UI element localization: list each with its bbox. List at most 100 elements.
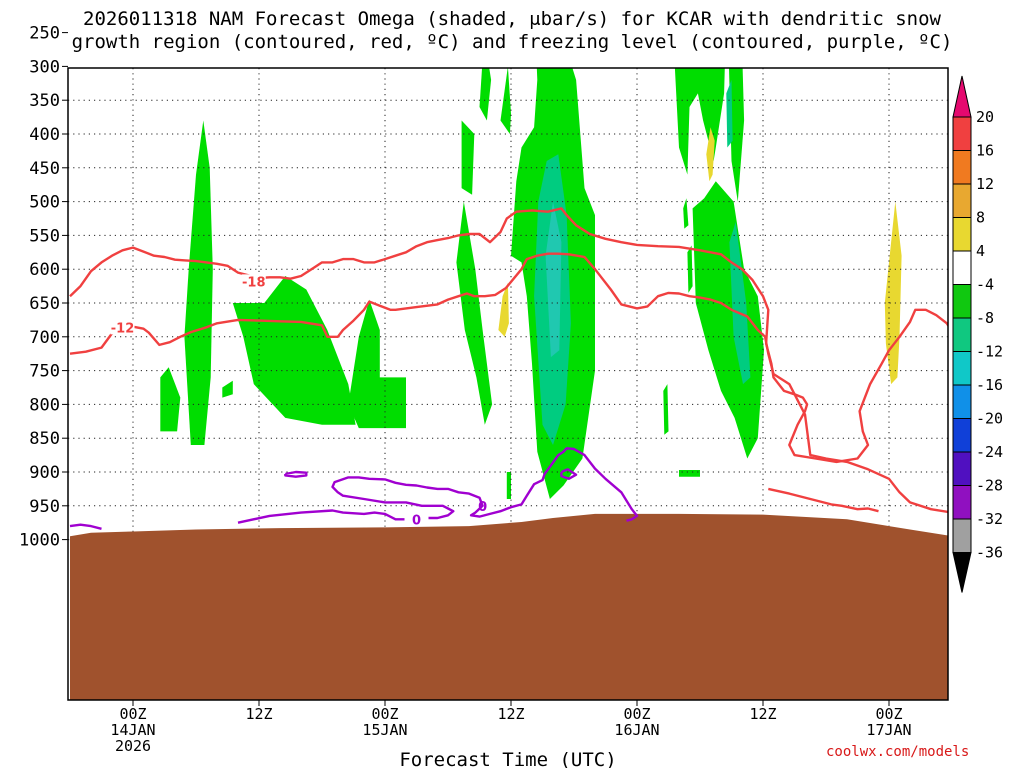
omega-region-12 bbox=[728, 68, 745, 202]
y-tick-label-650: 650 bbox=[29, 294, 60, 314]
credit-text: coolwx.com/models bbox=[826, 744, 970, 760]
omega-region-4 bbox=[222, 380, 233, 398]
colorbar-box-11 bbox=[952, 485, 972, 520]
contour-label-4: 0 bbox=[412, 513, 421, 528]
contour-label-1: -12 bbox=[111, 321, 135, 336]
y-tick-label-300: 300 bbox=[29, 57, 60, 77]
contour-label-0: -18 bbox=[242, 275, 266, 290]
chart-title-line-2: growth region (contoured, red, ºC) and f… bbox=[71, 31, 953, 53]
colorbar-top-arrow bbox=[952, 75, 972, 118]
x-tick-label-78-0: 00Z bbox=[875, 705, 902, 723]
colorbar-label-7: -12 bbox=[976, 343, 1003, 361]
colorbar-box-7 bbox=[952, 351, 972, 386]
y-tick-label-950: 950 bbox=[29, 497, 60, 517]
colorbar-label-2: 12 bbox=[976, 175, 994, 193]
colorbar-box-9 bbox=[952, 418, 972, 453]
contour-label-bg-0 bbox=[241, 274, 266, 289]
freezing-contour-3 bbox=[69, 523, 102, 530]
dgz-contour-0 bbox=[69, 207, 948, 464]
colorbar-box-6 bbox=[952, 317, 972, 352]
x-tick-label-54-1: 16JAN bbox=[614, 721, 659, 739]
colorbar-label-1: 16 bbox=[976, 142, 994, 160]
y-tick-label-850: 850 bbox=[29, 429, 60, 449]
omega-region-3 bbox=[160, 367, 181, 432]
colorbar-label-10: -24 bbox=[976, 443, 1003, 461]
omega-region-6 bbox=[461, 120, 475, 195]
plot-frame bbox=[67, 67, 949, 701]
colorbar-label-13: -36 bbox=[976, 544, 1003, 562]
y-tick-label-700: 700 bbox=[29, 328, 60, 348]
colorbar-label-3: 8 bbox=[976, 209, 985, 227]
colorbar-label-6: -8 bbox=[976, 309, 994, 327]
omega-region-10 bbox=[506, 472, 511, 499]
colorbar-label-4: 4 bbox=[976, 242, 985, 260]
omega-region-22 bbox=[498, 282, 509, 337]
y-tick-label-450: 450 bbox=[29, 159, 60, 179]
omega-region-7 bbox=[479, 68, 492, 121]
y-tick-label-500: 500 bbox=[29, 193, 60, 213]
x-axis-title: Forecast Time (UTC) bbox=[399, 749, 616, 768]
omega-region-15 bbox=[687, 245, 693, 293]
colorbar-box-12 bbox=[952, 518, 972, 553]
omega-region-1 bbox=[232, 276, 356, 425]
omega-region-21 bbox=[545, 201, 562, 358]
x-tick-label-30-1: 15JAN bbox=[362, 721, 407, 739]
y-tick-label-800: 800 bbox=[29, 395, 60, 415]
y-tick-label-900: 900 bbox=[29, 463, 60, 483]
colorbar-box-0 bbox=[952, 116, 972, 151]
contour-label-bg-4 bbox=[404, 512, 429, 527]
omega-region-5 bbox=[456, 201, 493, 425]
y-tick-label-400: 400 bbox=[29, 125, 60, 145]
freezing-contour-6 bbox=[560, 468, 578, 480]
colorbar-box-3 bbox=[952, 217, 972, 252]
colorbar-box-2 bbox=[952, 183, 972, 218]
x-tick-label-6-0: 00Z bbox=[119, 705, 146, 723]
x-tick-label-6-2: 2026 bbox=[115, 737, 151, 755]
colorbar-box-10 bbox=[952, 451, 972, 486]
x-tick-label-42-0: 12Z bbox=[497, 705, 524, 723]
omega-region-13 bbox=[692, 181, 764, 459]
x-tick-label-54-0: 00Z bbox=[623, 705, 650, 723]
colorbar-box-5 bbox=[952, 284, 972, 319]
colorbar-box-1 bbox=[952, 150, 972, 185]
freezing-contour-4 bbox=[237, 447, 639, 524]
terrain bbox=[70, 513, 948, 700]
omega-region-11 bbox=[674, 68, 725, 175]
y-tick-label-350: 350 bbox=[29, 91, 60, 111]
colorbar-label-11: -28 bbox=[976, 477, 1003, 495]
x-tick-label-18-0: 12Z bbox=[245, 705, 272, 723]
colorbar-bottom-arrow bbox=[952, 552, 972, 593]
dgz-contour-2 bbox=[768, 487, 879, 513]
colorbar-label-0: 20 bbox=[976, 108, 994, 126]
colorbar-box-4 bbox=[952, 250, 972, 285]
omega-region-24 bbox=[884, 201, 902, 385]
colorbar-box-8 bbox=[952, 384, 972, 419]
omega-region-14 bbox=[683, 198, 689, 229]
omega-region-20 bbox=[726, 79, 733, 148]
chart-title: 2026011318 NAM Forecast Omega (shaded, μ… bbox=[0, 8, 1024, 54]
colorbar-label-5: -4 bbox=[976, 276, 994, 294]
colorbar-label-8: -16 bbox=[976, 376, 1003, 394]
freezing-contour-5 bbox=[284, 470, 308, 478]
y-tick-label-250: 250 bbox=[29, 24, 60, 44]
dgz-contour-1 bbox=[69, 252, 948, 514]
colorbar-label-12: -32 bbox=[976, 510, 1003, 528]
x-tick-label-6-1: 14JAN bbox=[110, 721, 155, 739]
contour-label-bg-1 bbox=[110, 320, 135, 335]
y-tick-label-750: 750 bbox=[29, 362, 60, 382]
x-tick-label-30-0: 00Z bbox=[371, 705, 398, 723]
chart-title-line-1: 2026011318 NAM Forecast Omega (shaded, μ… bbox=[83, 8, 941, 30]
omega-region-17 bbox=[679, 470, 700, 477]
y-tick-label-600: 600 bbox=[29, 260, 60, 280]
omega-region-8 bbox=[500, 68, 511, 134]
y-tick-label-550: 550 bbox=[29, 226, 60, 246]
colorbar-label-9: -20 bbox=[976, 410, 1003, 428]
omega-region-2 bbox=[348, 299, 406, 429]
x-tick-label-66-0: 12Z bbox=[749, 705, 776, 723]
omega-region-16 bbox=[663, 384, 669, 435]
omega-region-0 bbox=[184, 120, 213, 445]
x-tick-label-78-1: 17JAN bbox=[866, 721, 911, 739]
y-tick-label-1000: 1000 bbox=[19, 531, 60, 551]
